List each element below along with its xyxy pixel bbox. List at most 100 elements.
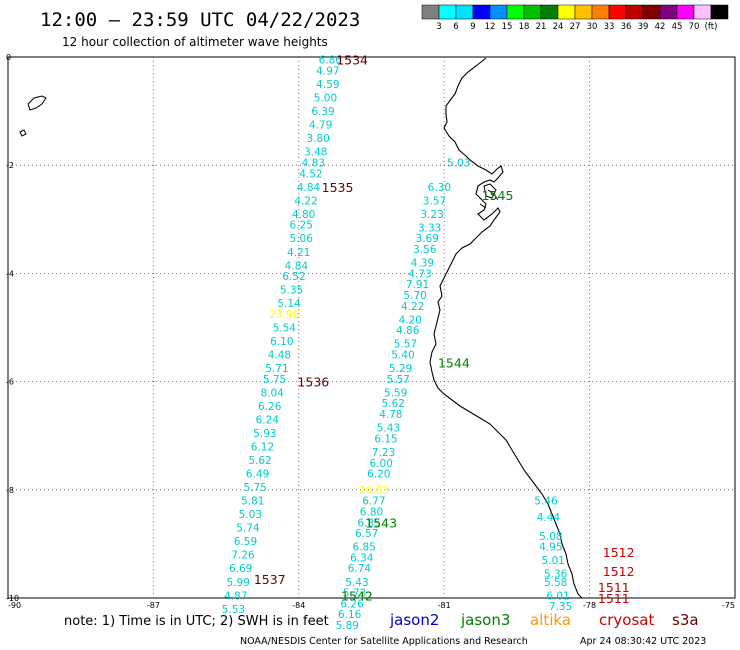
scale-label: 3 bbox=[436, 22, 441, 32]
legend-s3a: s3a bbox=[672, 611, 699, 629]
swh-observation: 3.56 bbox=[413, 244, 437, 256]
swh-observation: 4.97 bbox=[316, 66, 339, 78]
swh-observation: 4.20 bbox=[399, 314, 422, 326]
scale-swatch bbox=[591, 4, 610, 20]
swh-observation: 6.20 bbox=[367, 469, 390, 481]
swh-observation: 4.73 bbox=[408, 268, 431, 280]
swh-observation: 4.21 bbox=[287, 247, 310, 259]
swh-observation: 5.00 bbox=[314, 93, 337, 105]
swh-observation: 5.43 bbox=[377, 423, 400, 435]
pass-label-s3a: 1537 bbox=[254, 572, 286, 587]
swh-observation: 5.03 bbox=[447, 157, 470, 169]
scale-swatch bbox=[608, 4, 627, 20]
lat-label: -2 bbox=[6, 161, 14, 170]
swh-observation: 4.44 bbox=[537, 512, 561, 524]
swh-observation: 4.87 bbox=[224, 590, 247, 602]
scale-swatch bbox=[659, 4, 678, 20]
swh-observation: 5.36 bbox=[544, 569, 568, 581]
swh-observation: 7.35 bbox=[549, 601, 572, 613]
swh-observation: 6.26 bbox=[258, 401, 282, 413]
color-scale: 3 6 9 12 15 18 21 24 27 30 33 36 39 42 45 70 (ft) bbox=[421, 4, 729, 32]
swh-observation: 6.85 bbox=[357, 517, 380, 529]
scale-label: 21 bbox=[536, 22, 547, 32]
scale-label: 27 bbox=[570, 22, 581, 32]
pass-label-s3a: 1535 bbox=[322, 180, 354, 195]
legend-jason3: jason3 bbox=[460, 611, 510, 629]
lat-label: -6 bbox=[6, 378, 14, 387]
swh-observation: 5.54 bbox=[273, 323, 297, 335]
scale-swatch bbox=[557, 4, 576, 20]
pass-label-cryosat: 1511 bbox=[598, 591, 630, 606]
swh-observation: 3.57 bbox=[423, 195, 446, 207]
swh-observation: 6.86 bbox=[319, 55, 343, 67]
scale-swatch bbox=[523, 4, 542, 20]
pass-label-jason3: 1545 bbox=[482, 188, 514, 203]
swh-observation: 4.52 bbox=[299, 168, 322, 180]
scale-label: 30 bbox=[587, 22, 598, 32]
swh-observation: 4.84 bbox=[285, 260, 309, 272]
satellite-legend: jason2 jason3 altika cryosat s3a bbox=[389, 611, 699, 629]
swh-observation: 5.57 bbox=[394, 339, 417, 351]
swh-observation: 4.95 bbox=[539, 542, 562, 554]
swh-observation: 5.01 bbox=[542, 555, 565, 567]
swh-observation: 6.34 bbox=[350, 552, 374, 564]
swh-observation: 6.74 bbox=[348, 563, 372, 575]
swh-observation: 6.69 bbox=[229, 563, 252, 575]
swh-observation: 5.40 bbox=[391, 350, 414, 362]
swh-observation: 20.63 bbox=[359, 485, 389, 497]
swh-observation: 4.22 bbox=[401, 301, 424, 313]
swh-observation: 6.85 bbox=[353, 542, 376, 554]
swh-observation: 6.59 bbox=[234, 536, 257, 548]
swh-observation: 4.59 bbox=[316, 79, 339, 91]
swh-observation: 6.24 bbox=[256, 414, 280, 426]
coast-inlet bbox=[479, 189, 499, 209]
observation-layer: 6.864.974.59 5.006.39 4.793.80 3.484.834.52… bbox=[222, 55, 573, 632]
swh-observation: 4.86 bbox=[396, 325, 420, 337]
pass-label-jason3: 1543 bbox=[365, 515, 397, 530]
scale-label: 45 bbox=[672, 22, 683, 32]
swh-observation: 5.62 bbox=[248, 455, 271, 467]
scale-swatch bbox=[676, 4, 695, 20]
scale-swatch bbox=[574, 4, 593, 20]
lat-label: -8 bbox=[6, 486, 14, 495]
swh-observation: 6.52 bbox=[282, 271, 305, 283]
swh-observation: 3.33 bbox=[418, 222, 441, 234]
swh-observation: 7.23 bbox=[372, 447, 395, 459]
axis-labels: 0 -2 -4 -6 -8 -10-90 -87 -84 -81 -78 -75 bbox=[6, 53, 735, 610]
scale-swatch bbox=[421, 4, 440, 20]
swh-observation: 5.35 bbox=[280, 285, 303, 297]
swh-observation: 4.83 bbox=[302, 157, 325, 169]
pass-label-cryosat: 1511 bbox=[598, 580, 630, 595]
scale-label: 24 bbox=[553, 22, 564, 32]
swh-observation: 6.16 bbox=[338, 609, 362, 621]
swh-observation: 23.96 bbox=[269, 309, 299, 321]
swh-observation: 6.30 bbox=[428, 182, 451, 194]
swh-observation: 6.26 bbox=[340, 598, 364, 610]
swh-observation: 3.80 bbox=[306, 133, 329, 145]
scale-swatch bbox=[506, 4, 525, 20]
swh-observation: 5.74 bbox=[236, 523, 260, 535]
map-title: 12:00 – 23:59 UTC 04/22/2023 bbox=[40, 9, 360, 31]
galapagos-isabela bbox=[27, 95, 47, 111]
scale-swatch bbox=[472, 4, 491, 20]
legend-cryosat: cryosat bbox=[599, 611, 654, 629]
scale-label: 9 bbox=[470, 22, 475, 32]
swh-observation: 5.29 bbox=[389, 363, 412, 375]
scale-label: 70 bbox=[689, 22, 700, 32]
swh-observation: 5.93 bbox=[253, 428, 276, 440]
swh-observation: 4.22 bbox=[294, 195, 317, 207]
pass-label-jason3: 1544 bbox=[438, 356, 470, 371]
scale-swatch bbox=[642, 4, 661, 20]
swh-observation: 6.00 bbox=[369, 458, 392, 470]
footer-agency: NOAA/NESDIS Center for Satellite Applica… bbox=[240, 636, 528, 647]
lon-label: -78 bbox=[583, 601, 596, 610]
lat-label: -4 bbox=[6, 269, 14, 278]
scale-label: 12 bbox=[485, 22, 496, 32]
swh-observation: 5.75 bbox=[263, 374, 286, 386]
swh-observation: 5.71 bbox=[265, 363, 288, 375]
swh-observation: 5.70 bbox=[403, 290, 426, 302]
swh-observation: 5.62 bbox=[382, 398, 405, 410]
swh-observation: 4.78 bbox=[379, 409, 402, 421]
lon-label: -90 bbox=[8, 601, 21, 610]
